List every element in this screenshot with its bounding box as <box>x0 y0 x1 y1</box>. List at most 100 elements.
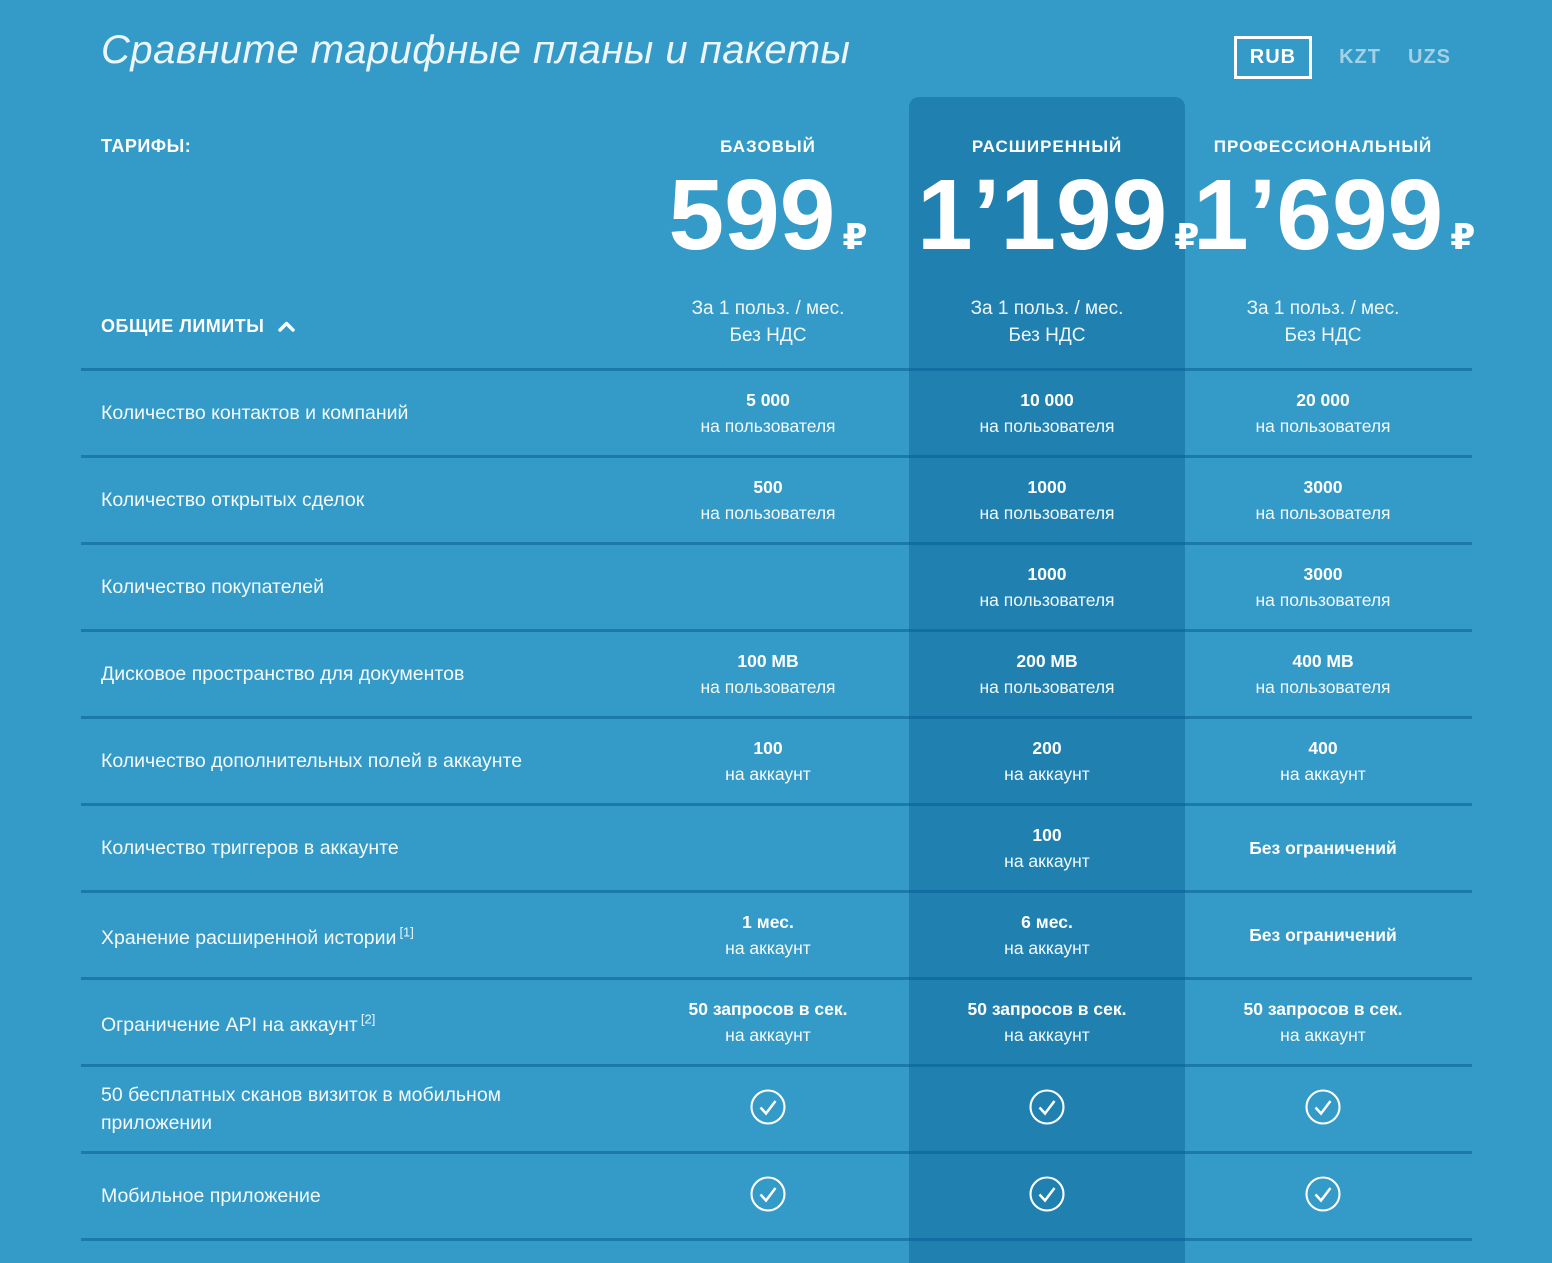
check-circle-icon <box>749 1088 787 1131</box>
plan-header-professional: ПРОФЕССИОНАЛЬНЫЙ 1’699 ₽ За 1 польз. / ме… <box>1193 137 1475 346</box>
cell-value: 100 <box>1032 825 1062 845</box>
plan-value-cell: 10 000 на пользователя <box>917 371 1177 455</box>
cell-unit: на аккаунт <box>725 1025 811 1045</box>
cell-unit: на пользователя <box>700 416 836 436</box>
table-row: Мобильное приложение <box>81 1151 1472 1238</box>
plan-value-cell: 500 на пользователя <box>638 458 898 542</box>
currency-option-rub[interactable]: RUB <box>1233 36 1313 79</box>
cell-value: 6 мес. <box>1021 912 1073 932</box>
empty-cell <box>638 806 898 890</box>
cell-value: 400 MB <box>1292 651 1354 671</box>
cell-unit: на пользователя <box>979 503 1115 523</box>
plan-value-cell: Без ограничений <box>1193 806 1453 890</box>
cell-value: Без ограничений <box>1249 925 1397 945</box>
cell-value: Без ограничений <box>1249 838 1397 858</box>
row-label: Количество контактов и компаний <box>101 402 409 424</box>
cell-value: 3000 <box>1303 477 1343 497</box>
empty-cell <box>638 545 898 629</box>
row-label: Ограничение API на аккаунт [2] <box>101 1011 376 1036</box>
table-row: Количество контактов и компаний 5 000 на п… <box>81 368 1472 455</box>
plan-price: 599 ₽ <box>668 159 868 271</box>
cell-unit: на пользователя <box>1255 590 1391 610</box>
chevron-up-icon <box>278 320 296 335</box>
plan-price-terms: За 1 польз. / мес. Без НДС <box>917 295 1177 349</box>
cell-value: 3000 <box>1303 564 1343 584</box>
cell-value: 1000 <box>1027 564 1067 584</box>
currency-option-kzt[interactable]: KZT <box>1339 46 1381 68</box>
ruble-sign: ₽ <box>1450 216 1476 257</box>
plan-name: РАСШИРЕННЫЙ <box>971 137 1123 156</box>
cell-unit: на пользователя <box>700 677 836 697</box>
plan-price: 1’199 ₽ <box>917 159 1200 271</box>
section-header-general-limits[interactable]: ОБЩИЕ ЛИМИТЫ <box>101 316 296 337</box>
per-user-label: За 1 польз. / мес. <box>1246 298 1400 319</box>
currency-option-uzs[interactable]: UZS <box>1408 46 1451 68</box>
row-label: Мобильное приложение <box>101 1185 321 1207</box>
plan-value-cell: 6 мес. на аккаунт <box>917 893 1177 977</box>
cell-unit: на пользователя <box>979 416 1115 436</box>
check-circle-icon <box>1304 1175 1342 1218</box>
plan-value-cell: 50 запросов в сек. на аккаунт <box>917 980 1177 1064</box>
cell-unit: на аккаунт <box>1280 1025 1366 1045</box>
cell-unit: на пользователя <box>1255 677 1391 697</box>
plan-value-cell: 1000 на пользователя <box>917 458 1177 542</box>
cell-value: 200 MB <box>1016 651 1078 671</box>
row-label: Количество покупателей <box>101 576 325 598</box>
ruble-sign: ₽ <box>842 216 868 257</box>
table-row: 50 бесплатных сканов визиток в мобильном… <box>81 1064 1472 1151</box>
plan-value-cell: 20 000 на пользователя <box>1193 371 1453 455</box>
plan-feature-cell <box>638 1154 898 1238</box>
table-row: Ограничение API на аккаунт [2] 50 запросов… <box>81 977 1472 1064</box>
row-label: Дисковое пространство для документов <box>101 663 465 685</box>
per-user-label: За 1 польз. / мес. <box>691 298 845 319</box>
check-circle-icon <box>1304 1088 1342 1131</box>
cell-unit: на пользователя <box>700 503 836 523</box>
cell-value: 100 <box>753 738 783 758</box>
check-circle-icon <box>1028 1088 1066 1131</box>
currency-switcher: RUB KZT UZS <box>1233 36 1451 79</box>
plan-value-cell: 50 запросов в сек. на аккаунт <box>638 980 898 1064</box>
cell-unit: на аккаунт <box>1004 938 1090 958</box>
cell-unit: на пользователя <box>1255 503 1391 523</box>
pricing-page: Сравните тарифные планы и пакеты RUB KZT… <box>81 0 1475 1263</box>
plan-price-terms: За 1 польз. / мес. Без НДС <box>1193 295 1453 349</box>
tariffs-label: ТАРИФЫ: <box>101 136 192 156</box>
cell-unit: на пользователя <box>979 590 1115 610</box>
cell-value: 50 запросов в сек. <box>688 999 848 1019</box>
per-user-label: За 1 польз. / мес. <box>970 298 1124 319</box>
cell-unit: на аккаунт <box>1004 851 1090 871</box>
cell-unit: на аккаунт <box>1004 1025 1090 1045</box>
plan-name: ПРОФЕССИОНАЛЬНЫЙ <box>1213 137 1433 156</box>
cell-value: 50 запросов в сек. <box>967 999 1127 1019</box>
plan-header-advanced: РАСШИРЕННЫЙ 1’199 ₽ За 1 польз. / мес. Бе… <box>917 137 1199 346</box>
table-row: Хранение расширенной истории [1] 1 мес. на … <box>81 890 1472 977</box>
plan-value-cell: 50 запросов в сек. на аккаунт <box>1193 980 1453 1064</box>
vat-label: Без НДС <box>1284 325 1362 346</box>
plan-feature-cell <box>638 1067 898 1151</box>
plan-feature-cell <box>1193 1067 1453 1151</box>
limits-table: Количество контактов и компаний 5 000 на п… <box>81 368 1472 1263</box>
plan-value-cell: 1000 на пользователя <box>917 545 1177 629</box>
row-label: Количество открытых сделок <box>101 489 365 511</box>
cell-unit: на аккаунт <box>1280 764 1366 784</box>
plan-price-terms: За 1 польз. / мес. Без НДС <box>638 295 898 349</box>
plan-value-cell: 200 MB на пользователя <box>917 632 1177 716</box>
plan-price: 1’699 ₽ <box>1193 159 1476 271</box>
plan-value-cell: 5 000 на пользователя <box>638 371 898 455</box>
cell-value: 200 <box>1032 738 1062 758</box>
plan-name: БАЗОВЫЙ <box>720 137 816 156</box>
row-label: Хранение расширенной истории [1] <box>101 924 414 949</box>
cell-value: 10 000 <box>1020 390 1074 410</box>
plan-value-cell: 3000 на пользователя <box>1193 545 1453 629</box>
ruble-sign: ₽ <box>1174 216 1200 257</box>
plan-value-cell: 100 на аккаунт <box>638 719 898 803</box>
row-label: Количество дополнительных полей в аккаун… <box>101 750 523 772</box>
table-row: Количество дополнительных полей в аккаун… <box>81 716 1472 803</box>
cell-value: 20 000 <box>1296 390 1350 410</box>
table-bottom-divider <box>81 1238 1472 1263</box>
row-label: Количество триггеров в аккаунте <box>101 837 399 859</box>
footnote-marker: [1] <box>399 924 414 940</box>
cell-unit: на пользователя <box>979 677 1115 697</box>
plan-value-cell: 3000 на пользователя <box>1193 458 1453 542</box>
vat-label: Без НДС <box>1008 325 1086 346</box>
